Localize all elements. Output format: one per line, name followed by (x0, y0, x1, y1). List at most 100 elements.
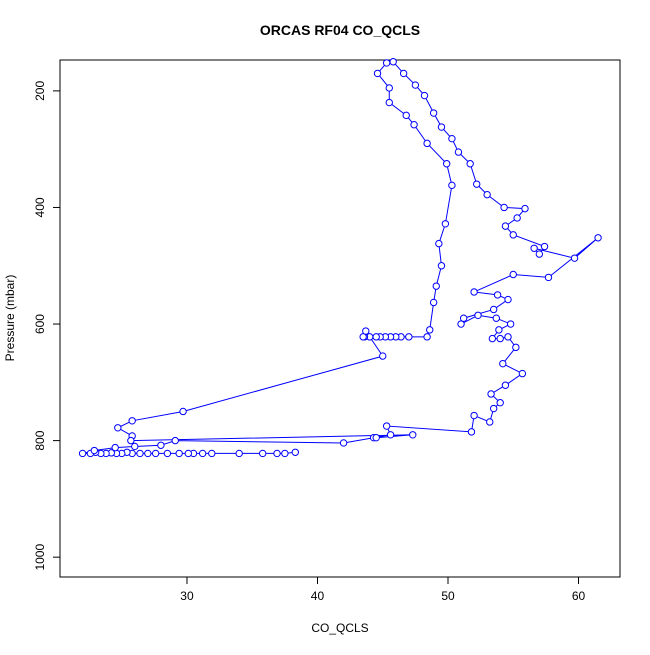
data-point (448, 181, 456, 190)
data-point (402, 111, 410, 120)
data-point (509, 231, 517, 239)
data-point (459, 314, 468, 322)
data-point (423, 333, 431, 341)
data-point (492, 314, 500, 322)
data-point (111, 443, 119, 452)
data-point (535, 250, 544, 258)
data-point (78, 449, 87, 458)
data-point (281, 449, 289, 458)
data-point (493, 291, 502, 299)
x-tick-label: 50 (441, 589, 455, 603)
data-point (442, 160, 451, 168)
data-point (530, 244, 538, 252)
data-point (486, 418, 494, 426)
x-tick-label: 30 (180, 589, 194, 603)
data-point (258, 449, 267, 458)
data-point (127, 436, 135, 445)
data-point (385, 98, 393, 107)
data-point (171, 436, 179, 445)
data-point (373, 69, 382, 78)
data-point (540, 242, 549, 251)
data-point (489, 404, 498, 413)
data-point (501, 381, 510, 389)
data-point (570, 254, 579, 262)
data-point (235, 449, 243, 458)
chart-title: ORCAS RF04 CO_QCLS (260, 22, 420, 38)
data-point (487, 390, 495, 398)
data-point (420, 91, 429, 100)
data-point (495, 326, 503, 334)
data-point (114, 424, 122, 432)
data-point (291, 448, 300, 456)
y-tick-label: 800 (33, 430, 47, 450)
data-point (496, 399, 504, 407)
data-point (470, 411, 478, 420)
data-point (359, 333, 367, 341)
data-point (372, 333, 380, 341)
data-point (594, 234, 602, 242)
data-point (488, 334, 497, 343)
data-point (457, 320, 465, 328)
data-point (410, 120, 418, 129)
data-point (483, 190, 491, 199)
data-point (163, 449, 172, 458)
data-point (521, 204, 529, 213)
data-point (405, 333, 413, 341)
y-tick-label: 400 (33, 197, 47, 217)
data-point (409, 431, 417, 439)
data-point (467, 428, 476, 436)
data-point (386, 431, 395, 439)
data-point (175, 449, 183, 458)
data-point (454, 148, 463, 156)
data-point (448, 134, 456, 143)
x-tick-label: 40 (311, 589, 325, 603)
data-point (441, 220, 450, 228)
data-point (466, 160, 474, 168)
y-tick-label: 600 (33, 314, 47, 334)
data-point (131, 442, 139, 451)
data-point (473, 180, 481, 188)
data-point (372, 433, 380, 442)
data-point (489, 305, 498, 314)
y-axis-label: Pressure (mbar) (3, 275, 17, 362)
data-point (437, 262, 446, 270)
data-point (506, 320, 515, 328)
plot-box (59, 59, 621, 578)
data-point (504, 333, 512, 341)
data-point (411, 81, 420, 89)
data-point (198, 449, 207, 458)
data-point (136, 449, 144, 458)
data-point (518, 369, 527, 378)
data-point (423, 139, 431, 148)
data-point (151, 449, 160, 458)
data-point (437, 123, 446, 131)
data-point (474, 311, 482, 319)
data-point (184, 449, 192, 458)
data-point (501, 222, 510, 230)
data-point (157, 441, 165, 449)
data-point (179, 407, 187, 416)
data-point (389, 58, 397, 66)
data-point (499, 359, 507, 368)
data-point (504, 295, 512, 304)
y-tick-label: 1000 (33, 544, 47, 571)
data-point (144, 449, 152, 458)
data-point (509, 270, 517, 279)
data-point (399, 69, 408, 78)
data-point (544, 273, 553, 282)
data-point (470, 288, 478, 296)
data-point (90, 446, 99, 455)
data-point (500, 203, 508, 212)
data-point (382, 422, 391, 430)
data-point (379, 352, 387, 360)
data-point (512, 343, 520, 352)
x-axis-label: CO_QCLS (311, 621, 368, 635)
data-point (128, 417, 136, 425)
data-point (382, 59, 391, 67)
data-point (496, 334, 504, 343)
data-point (385, 84, 393, 92)
data-point (426, 326, 434, 334)
